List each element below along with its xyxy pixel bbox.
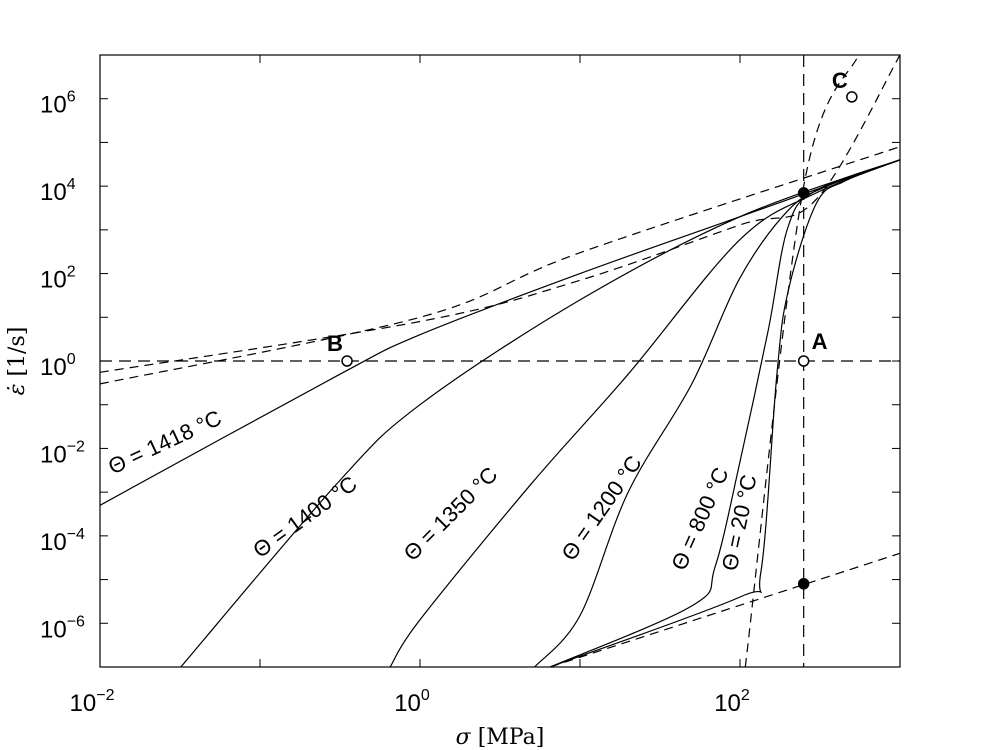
curve-label-3: Θ = 1200 °C <box>556 451 646 565</box>
point-c-marker <box>846 91 858 103</box>
y-tick-label: 100 <box>40 351 76 381</box>
y-tick-label: 10−6 <box>40 613 85 643</box>
marker-layer: A B C <box>327 68 858 590</box>
dashed-asymptote-6 <box>100 146 900 385</box>
x-tick-label: 100 <box>394 687 430 717</box>
series-line-0 <box>100 159 900 506</box>
y-tick-label: 106 <box>40 89 76 119</box>
x-axis-unit: [MPa] <box>478 725 545 750</box>
y-tick-label: 102 <box>40 264 76 294</box>
point-b-marker <box>341 355 353 367</box>
x-tick-label: 102 <box>714 687 750 717</box>
dashed-asymptote-7 <box>100 55 900 373</box>
point-a-label: A <box>812 329 828 354</box>
series-line-1 <box>180 159 900 667</box>
curve-label-0: Θ = 1418 °C <box>104 405 225 479</box>
y-tick-label: 10−2 <box>40 438 85 468</box>
point-c-label: C <box>832 68 848 93</box>
x-axis-symbol: σ <box>456 725 472 750</box>
y-tick-label: 10−4 <box>40 526 85 556</box>
x-tick-label: 10−2 <box>70 687 115 717</box>
dashed-asymptote-9 <box>744 55 860 667</box>
filled-point-marker <box>797 578 810 590</box>
series-line-2 <box>389 159 900 667</box>
point-b-label: B <box>327 331 343 356</box>
series-line-5 <box>549 159 900 667</box>
label-layer: Θ = 1418 °C Θ = 1400 °C Θ = 1350 °C Θ = 120… <box>104 405 761 574</box>
dashed-asymptote-8 <box>549 552 900 667</box>
curve-label-1: Θ = 1400 °C <box>248 471 361 563</box>
point-a-marker <box>797 355 810 367</box>
series-layer <box>100 55 900 667</box>
y-axis-symbol: ε̇ <box>5 384 30 396</box>
y-axis-label: ε̇ [1/s] <box>5 327 30 396</box>
series-line-3 <box>534 159 900 667</box>
x-axis-label: σ [MPa] <box>456 725 545 750</box>
y-axis-unit: [1/s] <box>5 327 30 377</box>
y-tick-label: 104 <box>40 176 76 206</box>
tick-layer: 10−2 100 102 106 104 102 100 10−2 10−4 10−6 <box>40 54 901 717</box>
filled-point-marker <box>797 187 810 199</box>
curve-label-2: Θ = 1350 °C <box>399 462 503 566</box>
series-line-4 <box>549 159 900 667</box>
